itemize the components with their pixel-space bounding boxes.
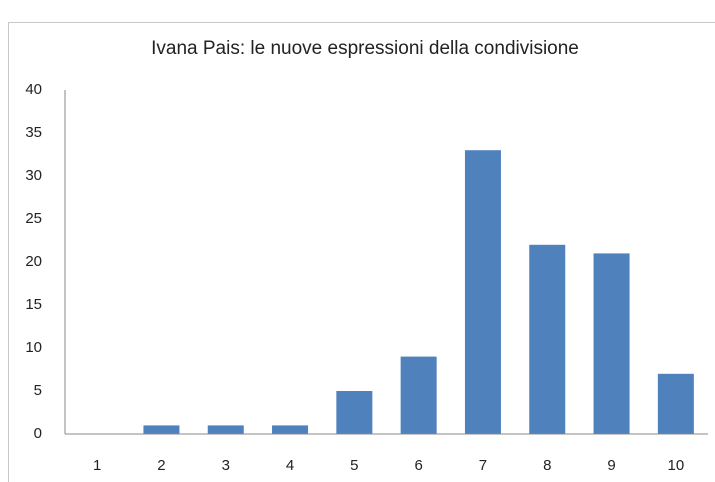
- bar: [336, 391, 373, 434]
- bar: [593, 253, 630, 434]
- x-tick-label: 3: [222, 457, 230, 474]
- x-tick-label: 1: [93, 457, 101, 474]
- y-tick-label: 30: [25, 167, 42, 184]
- x-tick-label: 5: [350, 457, 358, 474]
- bar: [529, 244, 566, 434]
- x-tick-label: 2: [157, 457, 165, 474]
- y-tick-label: 0: [34, 425, 42, 442]
- y-tick-label: 25: [25, 210, 42, 227]
- y-tick-label: 35: [25, 124, 42, 141]
- bar: [207, 425, 244, 434]
- x-tick-label: 4: [286, 457, 294, 474]
- x-tick-label: 7: [479, 457, 487, 474]
- bar: [464, 150, 501, 434]
- y-tick-label: 20: [25, 253, 42, 270]
- x-tick-label: 8: [543, 457, 551, 474]
- y-tick-label: 5: [34, 382, 42, 399]
- x-tick-label: 10: [668, 457, 685, 474]
- x-tick-label: 6: [414, 457, 422, 474]
- x-tick-label: 9: [607, 457, 615, 474]
- bar: [657, 373, 694, 434]
- bar: [272, 425, 309, 434]
- y-tick-label: 10: [25, 339, 42, 356]
- y-tick-label: 15: [25, 296, 42, 313]
- chart-title: Ivana Pais: le nuove espressioni della c…: [151, 38, 579, 59]
- bar: [400, 356, 437, 434]
- bar: [143, 425, 180, 434]
- y-tick-label: 40: [25, 81, 42, 98]
